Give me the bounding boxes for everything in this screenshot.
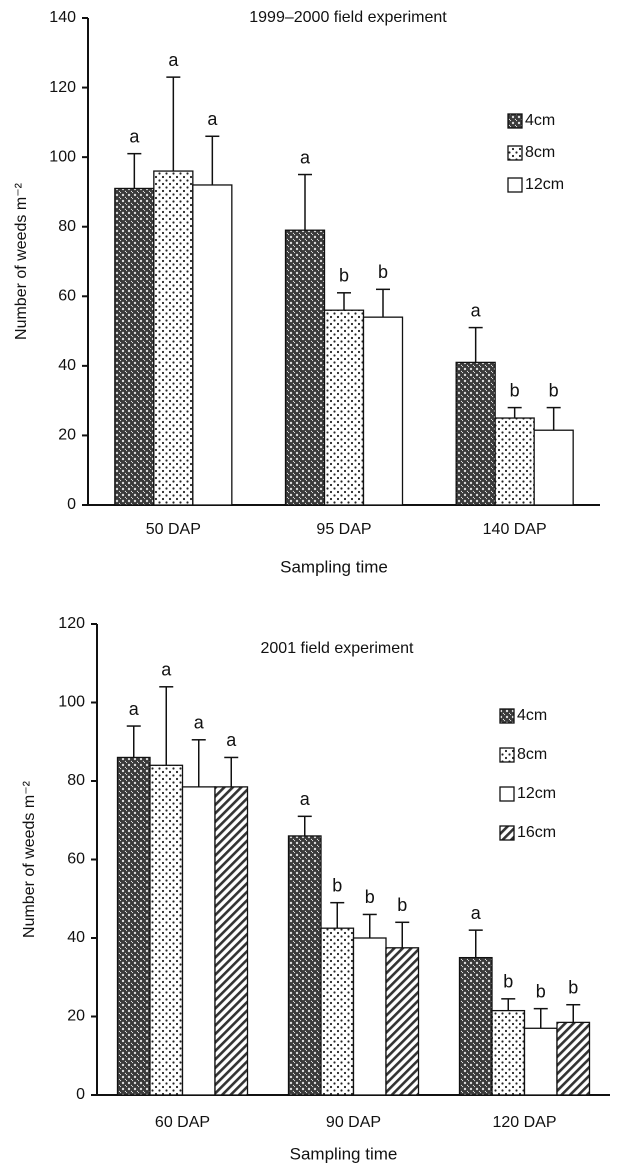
y-tick-label: 20 — [67, 1008, 85, 1025]
x-tick-label: 90 DAP — [326, 1114, 381, 1131]
bar — [114, 187, 155, 506]
legend-swatch — [499, 708, 515, 724]
significance-label: b — [378, 262, 388, 282]
y-tick-label: 60 — [58, 288, 76, 305]
y-tick-label: 100 — [49, 148, 76, 165]
x-tick-label: 120 DAP — [492, 1114, 556, 1131]
significance-label: a — [300, 789, 311, 809]
y-tick-label: 20 — [58, 427, 76, 444]
legend-label: 8cm — [525, 144, 555, 161]
significance-label: b — [510, 380, 520, 400]
significance-label: a — [471, 300, 482, 320]
significance-label: a — [161, 660, 172, 680]
legend-label: 12cm — [517, 785, 556, 802]
y-tick-label: 60 — [67, 851, 85, 868]
significance-label: a — [129, 126, 140, 146]
significance-label: b — [503, 972, 513, 992]
significance-label: b — [549, 380, 559, 400]
bar — [491, 1009, 526, 1096]
y-tick-label: 80 — [58, 218, 76, 235]
legend-swatch — [507, 177, 523, 193]
y-tick-label: 0 — [67, 496, 76, 513]
significance-label: b — [568, 977, 578, 997]
bar — [149, 764, 184, 1096]
significance-label: b — [397, 895, 407, 915]
bar — [153, 170, 194, 506]
bar — [458, 956, 493, 1096]
x-axis-label: Sampling time — [290, 1144, 398, 1163]
bar — [352, 937, 387, 1096]
x-tick-label: 50 DAP — [146, 521, 201, 538]
bar — [181, 786, 216, 1096]
bar — [362, 316, 404, 506]
y-tick-label: 100 — [58, 694, 85, 711]
legend-label: 8cm — [517, 746, 547, 763]
chart-title: 2001 field experiment — [261, 640, 415, 657]
y-tick-label: 0 — [76, 1086, 85, 1103]
legend-label: 16cm — [517, 824, 556, 841]
y-tick-label: 140 — [49, 9, 76, 26]
x-tick-label: 140 DAP — [483, 521, 547, 538]
legend-swatch — [507, 113, 523, 129]
y-tick-label: 40 — [67, 929, 85, 946]
x-tick-label: 60 DAP — [155, 1114, 210, 1131]
legend-label: 4cm — [525, 112, 555, 129]
legend-swatch — [499, 747, 515, 763]
bar — [385, 947, 420, 1096]
x-tick-label: 95 DAP — [316, 521, 371, 538]
y-tick-label: 40 — [58, 357, 76, 374]
significance-label: a — [207, 109, 218, 129]
y-tick-label: 120 — [58, 615, 85, 632]
legend-swatch — [499, 786, 515, 802]
significance-label: a — [168, 50, 179, 70]
y-axis-label: Number of weeds m⁻² — [21, 780, 38, 938]
significance-label: a — [471, 903, 482, 923]
significance-label: a — [129, 699, 140, 719]
y-tick-label: 80 — [67, 772, 85, 789]
significance-label: b — [536, 981, 546, 1001]
bar — [214, 786, 249, 1096]
legend-label: 12cm — [525, 176, 564, 193]
significance-label: b — [332, 875, 342, 895]
significance-label: b — [339, 266, 349, 286]
bar — [320, 927, 355, 1096]
bar — [455, 361, 496, 506]
significance-label: a — [226, 730, 237, 750]
bar — [556, 1021, 591, 1096]
bar — [287, 835, 322, 1096]
legend-label: 4cm — [517, 707, 547, 724]
bar — [494, 417, 535, 506]
bar — [192, 184, 233, 506]
chart-title: 1999–2000 field experiment — [249, 9, 447, 26]
bar — [284, 229, 326, 506]
y-tick-label: 120 — [49, 79, 76, 96]
legend-swatch — [507, 145, 523, 161]
bar — [533, 429, 574, 506]
bar — [523, 1027, 558, 1096]
significance-label: b — [365, 887, 375, 907]
significance-label: a — [194, 713, 205, 733]
significance-label: a — [300, 147, 311, 167]
legend-swatch — [499, 825, 515, 841]
y-axis-label: Number of weeds m⁻² — [13, 182, 30, 340]
x-axis-label: Sampling time — [280, 557, 388, 576]
bar — [116, 756, 151, 1096]
bar — [323, 309, 365, 506]
